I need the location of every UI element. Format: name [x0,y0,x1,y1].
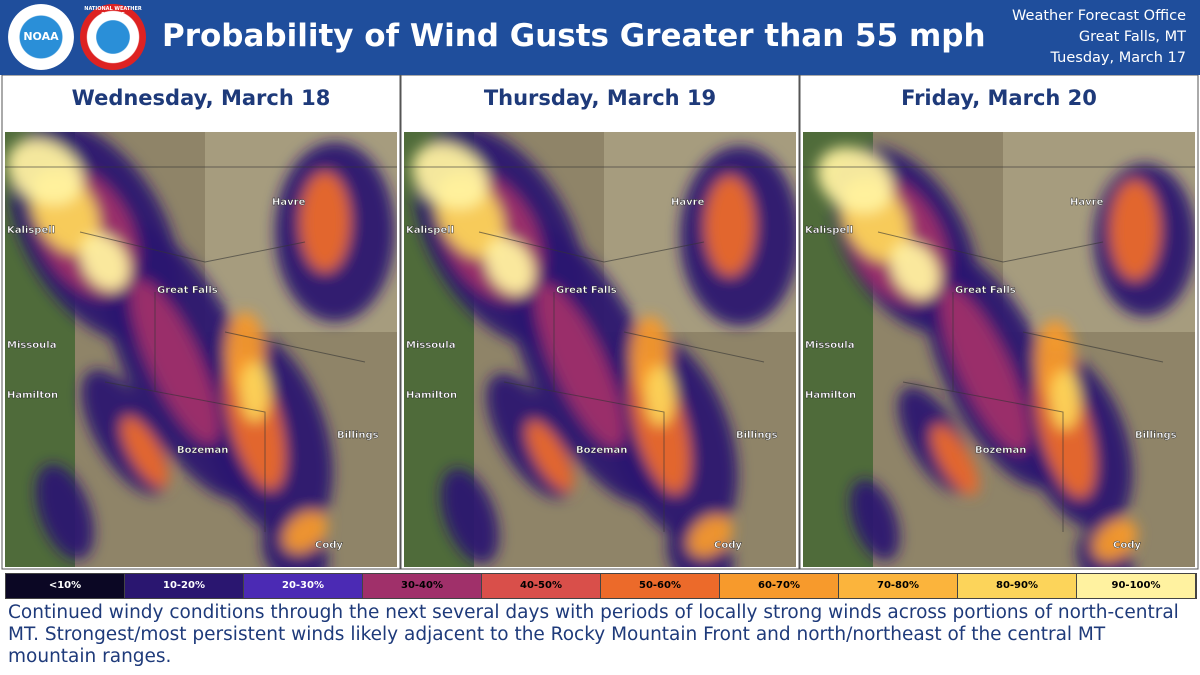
panel-day: Thursday, March 19 [484,86,716,110]
city-label: Great Falls [955,285,1016,296]
header: NOAA NATIONAL WEATHER SERVICE Probabilit… [0,0,1200,75]
city-label: Kalispell [805,225,853,236]
gust-area [130,279,220,445]
gust-area [687,514,733,558]
legend-item: 20-30% [244,574,363,598]
city-label: Cody [1113,540,1141,551]
legend-item: 30-40% [363,574,482,598]
office-line: Tuesday, March 17 [1050,50,1186,66]
legend-item: <10% [6,574,125,598]
noaa-logo: NOAA [8,4,74,70]
gust-area [705,176,755,276]
office-line: Weather Forecast Office [1012,8,1186,24]
panel-day: Friday, March 20 [901,86,1097,110]
city-label: Havre [1070,197,1104,208]
city-label: Great Falls [556,285,617,296]
city-label: Cody [315,540,343,551]
city-label: Missoula [7,340,56,351]
legend-item: 90-100% [1077,574,1196,598]
gust-area [121,416,169,488]
gust-area [412,143,488,209]
gust-field [817,146,1195,567]
city-label: Missoula [406,340,455,351]
city-label: Bozeman [576,445,627,456]
city-label: Havre [272,197,306,208]
gust-area [850,479,900,561]
nws-logo: NATIONAL WEATHER SERVICE [80,4,146,70]
gust-area [890,241,940,299]
county-lines [404,166,796,532]
city-label: Kalispell [7,225,55,236]
map-panel: Friday, March 20 Havre Kalispell Great Fall… [799,75,1199,570]
gust-area [282,510,328,554]
city-label: Bozeman [177,445,228,456]
gust-area [300,172,350,272]
gust-field [7,132,395,567]
map: Havre Kalispell Great Falls Missoula Hamilto… [803,132,1195,567]
gust-area [35,464,95,560]
gust-area [1050,370,1080,430]
gust-area [931,424,979,496]
map-panel: Wednesday, March 18 Havre Kalispell Great F… [1,75,401,570]
gust-area [645,366,675,426]
gust-area [7,139,83,205]
city-label: Billings [736,430,778,441]
city-label: Billings [337,430,379,441]
city-label: Billings [1135,430,1177,441]
city-label: Missoula [805,340,854,351]
city-label: Cody [714,540,742,551]
legend: <10% 10-20% 20-30% 30-40% 40-50% 50-60% 60-70%… [5,573,1197,599]
map: Havre Kalispell Great Falls Missoula Hamilto… [5,132,397,567]
map: Havre Kalispell Great Falls Missoula Hamilto… [404,132,796,567]
legend-item: 10-20% [125,574,244,598]
county-lines [803,166,1195,532]
legend-item: 70-80% [839,574,958,598]
gust-area [240,362,270,422]
gust-field [412,132,796,567]
title: Probability of Wind Gusts Greater than 5… [162,18,986,54]
logo-text: NATIONAL WEATHER SERVICE [84,6,142,18]
panel-day: Wednesday, March 18 [72,86,331,110]
city-label: Hamilton [805,390,856,401]
legend-item: 60-70% [720,574,839,598]
city-label: Hamilton [7,390,58,401]
gust-area [535,283,625,449]
gust-area [1092,518,1138,562]
county-lines [5,166,397,532]
logo-text: NOAA [23,30,59,43]
legend-item: 50-60% [601,574,720,598]
city-label: Great Falls [157,285,218,296]
gust-area [817,147,893,213]
legend-item: 40-50% [482,574,601,598]
office-info: Weather Forecast Office Great Falls, MT … [1012,6,1186,69]
gust-area [940,287,1030,453]
gust-area [485,237,535,295]
gust-area [80,233,130,291]
office-line: Great Falls, MT [1078,29,1186,45]
map-panels: Wednesday, March 18 Havre Kalispell Great F… [1,75,1199,570]
caption: Continued windy conditions through the n… [8,602,1179,667]
city-label: Kalispell [406,225,454,236]
city-label: Bozeman [975,445,1026,456]
legend-item: 80-90% [958,574,1077,598]
gust-area [526,420,574,492]
gust-area [1110,180,1160,280]
map-panel: Thursday, March 19 Havre Kalispell Great Fa… [400,75,800,570]
city-label: Hamilton [406,390,457,401]
gust-area [440,468,500,564]
city-label: Havre [671,197,705,208]
